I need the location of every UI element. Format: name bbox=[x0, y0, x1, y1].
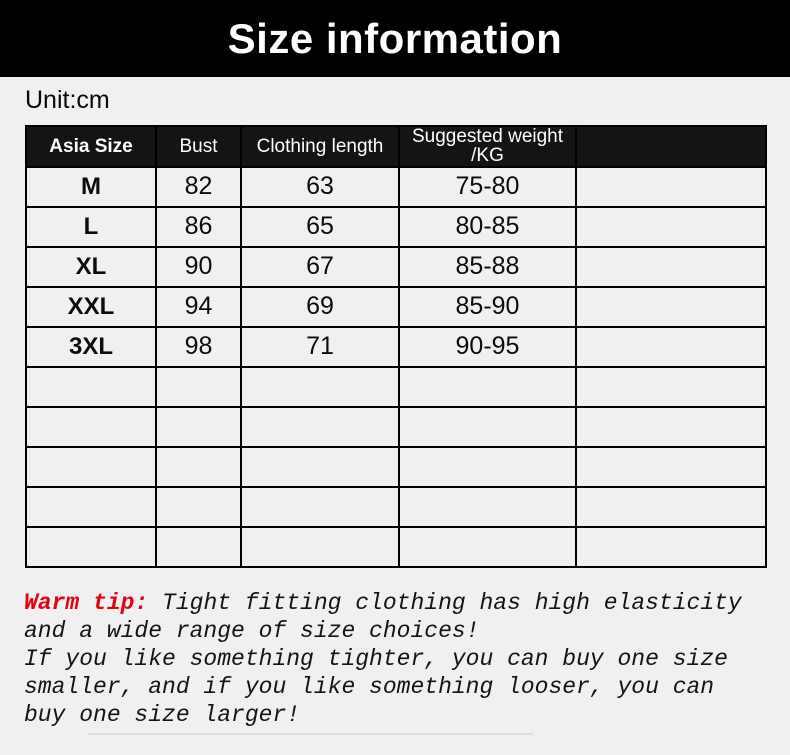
cell-bust: 94 bbox=[155, 285, 242, 328]
cell-empty bbox=[240, 405, 400, 448]
cell-empty bbox=[398, 365, 577, 408]
cell-empty bbox=[155, 405, 242, 448]
table-row-xxl: XXL 94 69 85-90 bbox=[25, 285, 767, 328]
cell-empty bbox=[398, 445, 577, 488]
col-header-bust: Bust bbox=[155, 125, 242, 168]
table-row-empty bbox=[25, 365, 767, 408]
warm-tip-label: Warm tip: bbox=[24, 590, 149, 616]
cell-extra bbox=[575, 245, 767, 288]
table-row-empty bbox=[25, 525, 767, 568]
cell-empty bbox=[155, 445, 242, 488]
warm-tip-paragraph: Warm tip: Tight fitting clothing has hig… bbox=[24, 589, 772, 729]
cell-size: M bbox=[25, 165, 157, 208]
cell-size: XXL bbox=[25, 285, 157, 328]
warm-tip-line-1: Warm tip: Tight fitting clothing has hig… bbox=[24, 589, 772, 617]
cell-size: L bbox=[25, 205, 157, 248]
col-header-extra bbox=[575, 125, 767, 168]
table-row-3xl: 3XL 98 71 90-95 bbox=[25, 325, 767, 368]
warm-tip-line-3: If you like something tighter, you can b… bbox=[24, 646, 728, 672]
suggested-weight-line1: Suggested weight bbox=[411, 126, 564, 147]
size-table: Asia Size Bust Clothing length Suggested… bbox=[25, 125, 767, 568]
cell-empty bbox=[575, 405, 767, 448]
cell-extra bbox=[575, 285, 767, 328]
table-row-m: M 82 63 75-80 bbox=[25, 165, 767, 208]
cell-weight: 90-95 bbox=[398, 325, 577, 368]
cell-empty bbox=[398, 405, 577, 448]
cell-extra bbox=[575, 325, 767, 368]
warm-tip-line-4: smaller, and if you like something loose… bbox=[24, 674, 715, 700]
cell-weight: 85-90 bbox=[398, 285, 577, 328]
cell-empty bbox=[25, 445, 157, 488]
cell-empty bbox=[25, 405, 157, 448]
cell-empty bbox=[155, 485, 242, 528]
size-table-header-row: Asia Size Bust Clothing length Suggested… bbox=[25, 125, 767, 168]
cell-weight: 80-85 bbox=[398, 205, 577, 248]
page-title: Size information bbox=[227, 14, 563, 62]
cell-empty bbox=[240, 525, 400, 568]
cell-bust: 82 bbox=[155, 165, 242, 208]
table-row-l: L 86 65 80-85 bbox=[25, 205, 767, 248]
cell-weight: 75-80 bbox=[398, 165, 577, 208]
col-header-clothing-length: Clothing length bbox=[240, 125, 400, 168]
cell-bust: 90 bbox=[155, 245, 242, 288]
cell-weight: 85-88 bbox=[398, 245, 577, 288]
cell-empty bbox=[25, 485, 157, 528]
cell-length: 65 bbox=[240, 205, 400, 248]
table-row-empty bbox=[25, 485, 767, 528]
cell-size: XL bbox=[25, 245, 157, 288]
suggested-weight-line2: /KG bbox=[471, 145, 504, 167]
cell-empty bbox=[575, 365, 767, 408]
cell-empty bbox=[155, 365, 242, 408]
table-row-empty bbox=[25, 405, 767, 448]
cell-size: 3XL bbox=[25, 325, 157, 368]
cell-length: 69 bbox=[240, 285, 400, 328]
cell-empty bbox=[398, 485, 577, 528]
cell-empty bbox=[575, 485, 767, 528]
cell-empty bbox=[240, 365, 400, 408]
cell-empty bbox=[575, 525, 767, 568]
cell-extra bbox=[575, 205, 767, 248]
cell-empty bbox=[155, 525, 242, 568]
cell-empty bbox=[240, 445, 400, 488]
cell-length: 67 bbox=[240, 245, 400, 288]
col-header-asia-size: Asia Size bbox=[25, 125, 157, 168]
warm-tip-line-5: buy one size larger! bbox=[24, 702, 301, 728]
table-row-empty bbox=[25, 445, 767, 488]
warm-tip-line-1-text: Tight fitting clothing has high elastici… bbox=[148, 590, 742, 616]
table-row-xl: XL 90 67 85-88 bbox=[25, 245, 767, 288]
unit-label: Unit:cm bbox=[25, 86, 110, 114]
cell-bust: 98 bbox=[155, 325, 242, 368]
cell-extra bbox=[575, 165, 767, 208]
title-banner: Size information bbox=[0, 0, 790, 77]
cell-length: 63 bbox=[240, 165, 400, 208]
warm-tip-line-2: and a wide range of size choices! bbox=[24, 618, 480, 644]
col-header-suggested-weight: Suggested weight/KG bbox=[398, 125, 577, 168]
cell-empty bbox=[240, 485, 400, 528]
cell-empty bbox=[25, 365, 157, 408]
cell-length: 71 bbox=[240, 325, 400, 368]
cell-empty bbox=[575, 445, 767, 488]
faint-divider bbox=[88, 733, 533, 735]
cell-empty bbox=[398, 525, 577, 568]
cell-empty bbox=[25, 525, 157, 568]
cell-bust: 86 bbox=[155, 205, 242, 248]
